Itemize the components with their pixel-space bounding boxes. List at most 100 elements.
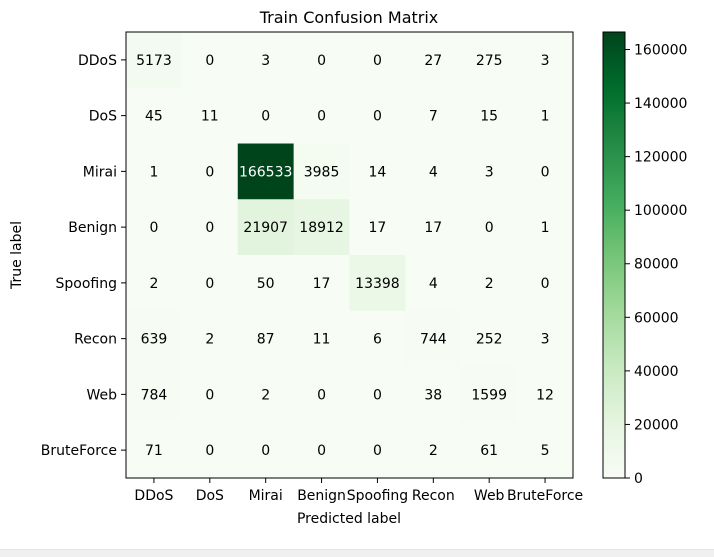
cell-label: 50 — [257, 276, 275, 292]
cell-mirai-mirai — [237, 143, 295, 200]
cell-web-mirai — [237, 366, 295, 423]
cell-label: 17 — [369, 220, 387, 236]
cell-web-web — [461, 366, 518, 423]
cell-label: 0 — [541, 276, 550, 292]
heatmap-cells — [126, 32, 574, 479]
cell-label: 0 — [317, 109, 326, 125]
cell-spoofing-spoofing — [349, 255, 406, 312]
cell-label: 38 — [424, 387, 442, 403]
cell-benign-ddos — [126, 199, 183, 256]
cell-recon-dos — [181, 310, 239, 367]
cell-label: 11 — [313, 332, 331, 348]
window-bottom-strip — [0, 549, 714, 557]
cell-label: 275 — [476, 53, 503, 69]
plot-frame — [125, 31, 574, 479]
cell-spoofing-ddos — [126, 255, 183, 312]
cell-mirai-dos — [181, 143, 239, 200]
cell-recon-mirai — [237, 310, 295, 367]
colorbar-tick-label: 100000 — [634, 203, 687, 219]
cell-label: 12 — [536, 387, 554, 403]
cell-label: 1 — [541, 109, 550, 125]
cell-label: 17 — [313, 276, 331, 292]
colorbar-tick-label: 140000 — [634, 96, 687, 112]
cell-label: 3 — [541, 332, 550, 348]
cell-dos-spoofing — [349, 87, 406, 144]
cell-mirai-recon — [405, 143, 462, 200]
cell-recon-web — [461, 310, 518, 367]
cell-bruteforce-bruteforce — [517, 422, 574, 479]
cell-label: 0 — [317, 387, 326, 403]
cell-label: 18912 — [299, 220, 344, 236]
cell-label: 0 — [317, 53, 326, 69]
cell-label: 2 — [149, 276, 158, 292]
cell-label: 1599 — [471, 387, 507, 403]
cell-label: 4 — [429, 164, 438, 180]
cell-label: 14 — [369, 164, 387, 180]
cell-label: 13398 — [355, 276, 400, 292]
cell-label: 0 — [485, 220, 494, 236]
cell-label: 61 — [480, 443, 498, 459]
cell-recon-recon — [405, 310, 462, 367]
cell-label: 0 — [205, 276, 214, 292]
cell-ddos-dos — [181, 32, 239, 89]
x-tick-label: Recon — [412, 488, 455, 504]
cell-bruteforce-web — [461, 422, 518, 479]
y-tick-label: DDoS — [78, 53, 117, 69]
cell-label: 45 — [145, 109, 163, 125]
cell-label: 0 — [205, 164, 214, 180]
x-axis-label: Predicted label — [297, 511, 401, 527]
cell-label: 27 — [424, 53, 442, 69]
y-tick-label: Web — [86, 387, 117, 403]
x-tick-label: Spoofing — [347, 488, 408, 504]
cell-label: 0 — [205, 443, 214, 459]
cell-dos-ddos — [126, 87, 183, 144]
y-tick-label: DoS — [89, 109, 117, 125]
cell-label: 0 — [205, 387, 214, 403]
cell-label: 784 — [141, 387, 168, 403]
x-axis-ticks: DDoS DoS Mirai Benign Spoofing Recon Web BruteF… — [134, 478, 583, 504]
cell-label: 2 — [429, 443, 438, 459]
cell-label: 0 — [261, 443, 270, 459]
cell-recon-ddos — [126, 310, 183, 367]
cell-label: 3 — [261, 53, 270, 69]
cell-web-recon — [405, 366, 462, 423]
cell-label: 4 — [429, 276, 438, 292]
x-tick-label: BruteForce — [507, 488, 583, 504]
cell-bruteforce-spoofing — [349, 422, 406, 479]
cell-bruteforce-dos — [181, 422, 239, 479]
cell-label: 15 — [480, 109, 498, 125]
cell-spoofing-benign — [293, 255, 350, 312]
cell-label: 7 — [429, 109, 438, 125]
cell-benign-bruteforce — [517, 199, 574, 256]
heatmap-cell-labels: 5173 0 3 0 0 27 275 345 11 0 0 0 7 15 11 0 166533 3985 14 4… — [136, 53, 554, 459]
cell-ddos-mirai — [237, 32, 295, 89]
cell-label: 6 — [373, 332, 382, 348]
cell-benign-recon — [405, 199, 462, 256]
cell-label: 252 — [476, 332, 503, 348]
cell-label: 0 — [541, 164, 550, 180]
y-tick-label: Mirai — [83, 164, 117, 180]
cell-spoofing-web — [461, 255, 518, 312]
colorbar-tick-label: 160000 — [634, 42, 687, 58]
cell-label: 17 — [424, 220, 442, 236]
cell-dos-web — [461, 87, 518, 144]
cell-label: 0 — [373, 53, 382, 69]
cell-web-ddos — [126, 366, 183, 423]
cell-benign-spoofing — [349, 199, 406, 256]
cell-dos-mirai — [237, 87, 295, 144]
cell-label: 2 — [205, 332, 214, 348]
cell-bruteforce-ddos — [126, 422, 183, 479]
colorbar-tick-label: 60000 — [634, 310, 679, 326]
cell-label: 5173 — [136, 53, 172, 69]
cell-mirai-benign — [293, 143, 350, 200]
cell-label: 5 — [541, 443, 550, 459]
y-tick-label: Spoofing — [56, 276, 117, 292]
colorbar-ticks: 0 20000 40000 60000 80000 100000 120000 140000 1… — [625, 42, 687, 487]
cell-benign-mirai — [237, 199, 295, 256]
cell-spoofing-bruteforce — [517, 255, 574, 312]
cell-ddos-web — [461, 32, 518, 89]
y-tick-label: BruteForce — [41, 443, 117, 459]
cell-bruteforce-benign — [293, 422, 350, 479]
y-axis-ticks: DDoS DoS Mirai Benign Spoofing Recon Web BruteF… — [41, 53, 126, 459]
cell-bruteforce-mirai — [237, 422, 295, 479]
